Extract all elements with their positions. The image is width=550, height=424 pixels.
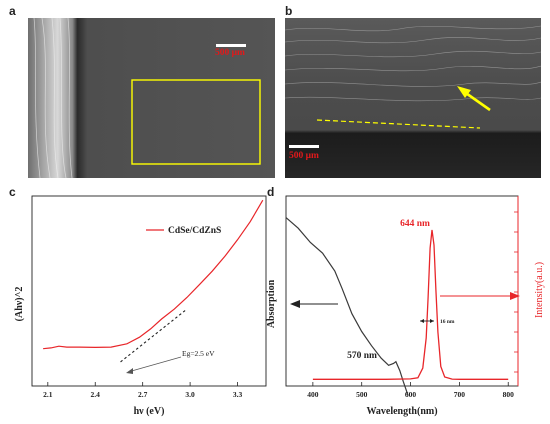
sem-image-a: 500 μm bbox=[28, 18, 275, 178]
y-axis-label-right-d: Intensity(a.u.) bbox=[534, 262, 545, 318]
panel-d-label: d bbox=[267, 185, 275, 199]
panel-b-label: b bbox=[285, 4, 293, 18]
x-tick-label-c: 3.0 bbox=[185, 390, 195, 399]
x-tick-label-c: 2.1 bbox=[43, 390, 53, 399]
series-line-pl bbox=[312, 229, 509, 380]
interface-dashed-line bbox=[316, 119, 481, 129]
pl-peak-label: 644 nm bbox=[400, 219, 430, 229]
sem-image-a-texture bbox=[28, 18, 275, 178]
annotation-leader-line bbox=[127, 356, 182, 373]
region-highlight-box bbox=[131, 79, 261, 165]
scale-bar-a bbox=[216, 44, 246, 47]
fwhm-label: 16 nm bbox=[440, 319, 455, 325]
tauc-plot-chart: 2.1 2.4 2.7 3.0 3.3 CdSe/CdZnS Eg=2.5 eV (Ah… bbox=[14, 195, 267, 417]
annotation-arrowhead bbox=[126, 368, 133, 374]
x-tick-label-d: 700 bbox=[454, 390, 466, 399]
panel-a-label: a bbox=[9, 4, 16, 18]
x-tick-label-d: 500 bbox=[356, 390, 368, 399]
tangent-line bbox=[120, 308, 188, 363]
absorption-pl-chart: 400 500 600 700 800 644 nm 570 nm 16 nm Abso… bbox=[266, 195, 545, 417]
fwhm-arrowhead-right bbox=[430, 319, 434, 323]
right-arrow-head bbox=[510, 292, 520, 300]
x-tick-label-d: 800 bbox=[503, 390, 514, 399]
x-tick-label-c: 2.4 bbox=[91, 390, 101, 399]
y-axis-label-left-d: Absorption bbox=[266, 279, 277, 328]
x-tick-label-d: 400 bbox=[307, 390, 319, 399]
bandgap-annotation: Eg=2.5 eV bbox=[182, 349, 215, 358]
x-tick-label-c: 2.7 bbox=[138, 390, 148, 399]
scale-bar-b bbox=[289, 145, 319, 148]
series-line-cdse-cdzns bbox=[43, 199, 264, 350]
sem-image-b-texture bbox=[285, 18, 541, 178]
yellow-arrow-head bbox=[457, 86, 471, 98]
x-tick-label-d: 600 bbox=[405, 390, 417, 399]
x-axis-label-d: Wavelength(nm) bbox=[366, 406, 437, 417]
plot-frame-c bbox=[31, 195, 267, 387]
scale-label-b: 500 μm bbox=[289, 151, 319, 161]
x-axis-label-c: hν (eV) bbox=[134, 406, 165, 417]
absorption-peak-label: 570 nm bbox=[347, 351, 377, 361]
legend-label: CdSe/CdZnS bbox=[168, 226, 221, 236]
series-line-absorption bbox=[285, 217, 409, 396]
x-tick-label-c: 3.3 bbox=[233, 390, 243, 399]
left-arrow-head bbox=[290, 300, 300, 308]
y-axis-label-c: (Ahν)^2 bbox=[14, 287, 25, 322]
scale-label-a: 500 μm bbox=[215, 48, 245, 58]
sem-image-b: 500 μm bbox=[285, 18, 541, 178]
panel-c-label: c bbox=[9, 185, 16, 199]
fwhm-arrowhead-left bbox=[420, 319, 424, 323]
